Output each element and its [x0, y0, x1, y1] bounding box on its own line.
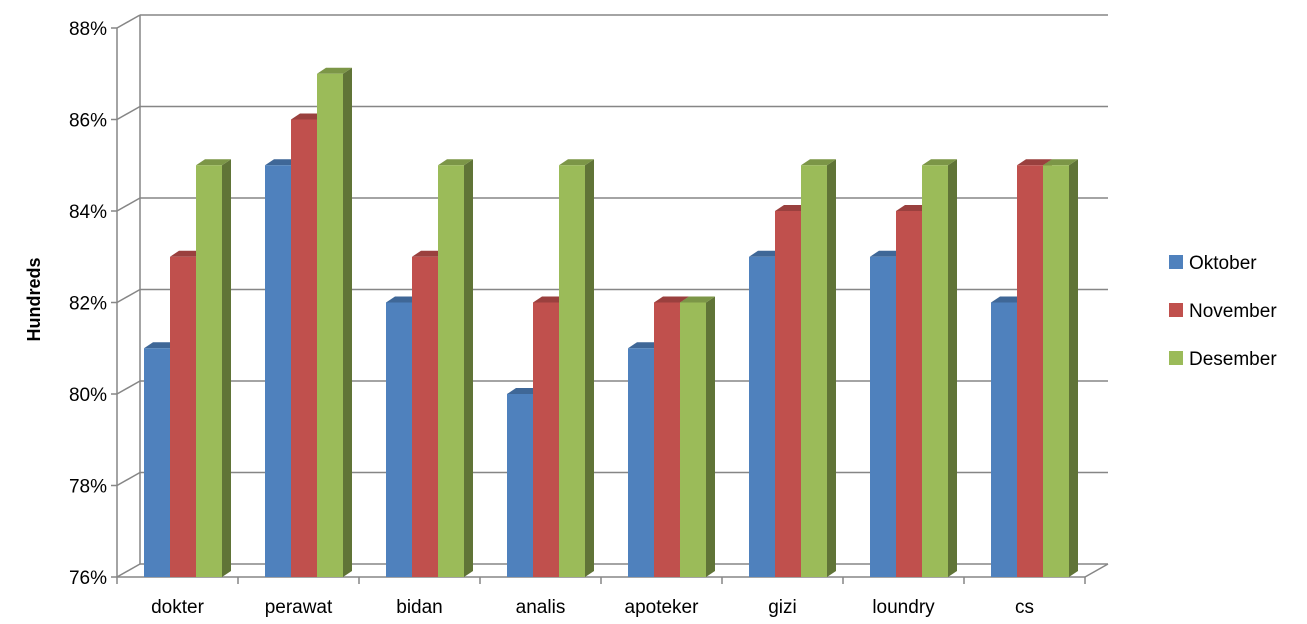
y-tick-label: 84% — [69, 202, 107, 223]
legend-label: Desember — [1189, 349, 1277, 370]
legend-label: Oktober — [1189, 253, 1257, 274]
gridline-side — [116, 288, 141, 304]
gridline-side — [116, 563, 141, 578]
y-tick-label: 82% — [69, 294, 107, 315]
bar-top — [438, 159, 473, 166]
bar-front — [775, 211, 801, 577]
bar-top — [801, 159, 836, 166]
bar-front — [438, 165, 464, 577]
x-tick-label: apoteker — [625, 597, 700, 618]
bar-front — [991, 302, 1017, 577]
y-tick-label: 80% — [69, 385, 107, 406]
bar-side — [585, 159, 594, 577]
bar-front — [291, 119, 317, 577]
gridline-side — [116, 105, 141, 121]
y-tick-labels: 76% 78% 80% 82% 84% 86% 88% — [69, 19, 107, 589]
bar-desember-apoteker — [680, 296, 715, 577]
x-tick-label: bidan — [396, 597, 443, 618]
bar-desember-cs — [1043, 159, 1078, 577]
bar-side — [948, 159, 957, 577]
bar-top — [1043, 159, 1078, 166]
bar-desember-gizi — [801, 159, 836, 577]
bar-top — [922, 159, 957, 166]
bar-front — [680, 302, 706, 577]
bar-front — [628, 348, 654, 577]
y-axis-label: Hundreds — [24, 257, 44, 341]
bar-side — [827, 159, 836, 577]
floor-edge — [1084, 563, 1109, 578]
x-tick-label: cs — [1015, 597, 1034, 618]
bar-side — [1069, 159, 1078, 577]
bar-top — [196, 159, 231, 166]
bar-front — [533, 302, 559, 577]
legend-swatch — [1169, 303, 1183, 317]
x-tick-labels: dokter perawat bidan analis apoteker gizi loun… — [151, 597, 1034, 618]
bar-side — [222, 159, 231, 577]
gridline-side — [116, 14, 141, 29]
x-tick-label: analis — [516, 597, 566, 618]
bar-front — [412, 256, 438, 577]
y-tick-label: 78% — [69, 477, 107, 498]
bar-front — [386, 302, 412, 577]
bar-front — [922, 165, 948, 577]
bar-front — [170, 256, 196, 577]
x-tick-label: perawat — [265, 597, 333, 618]
bar-top — [1017, 159, 1052, 166]
y-tick-label: 88% — [69, 19, 107, 40]
bar-desember-analis — [559, 159, 594, 577]
x-tick-label: dokter — [151, 597, 204, 618]
x-tick-label: loundry — [872, 597, 935, 618]
bar-top — [317, 67, 352, 74]
bar-front — [749, 256, 775, 577]
bar-front — [1017, 165, 1043, 577]
x-tick-label: gizi — [768, 597, 797, 618]
bar-front — [1043, 165, 1069, 577]
bar-side — [343, 67, 352, 577]
bar-front — [507, 394, 533, 577]
gridline-side — [116, 380, 141, 395]
bar-desember-perawat — [317, 67, 352, 577]
bar-front — [265, 165, 291, 577]
bars — [144, 67, 1078, 577]
legend-item-november: November — [1169, 301, 1277, 322]
bar-front — [559, 165, 585, 577]
bar-top — [680, 296, 715, 303]
bar-top — [559, 159, 594, 166]
bar-desember-loundry — [922, 159, 957, 577]
bar-side — [464, 159, 473, 577]
gridline-side — [116, 471, 141, 487]
legend-item-desember: Desember — [1169, 349, 1277, 370]
bar-front — [317, 73, 343, 577]
legend-item-oktober: Oktober — [1169, 253, 1257, 274]
gridline-side — [116, 197, 141, 212]
bar-desember-dokter — [196, 159, 231, 577]
legend-swatch — [1169, 255, 1183, 269]
y-tick-label: 86% — [69, 111, 107, 132]
bar-front — [870, 256, 896, 577]
bar-front — [801, 165, 827, 577]
bar-front — [196, 165, 222, 577]
bar-front — [144, 348, 170, 577]
legend: Oktober November Desember — [1169, 253, 1277, 370]
legend-label: November — [1189, 301, 1277, 322]
legend-swatch — [1169, 351, 1183, 365]
bar-desember-bidan — [438, 159, 473, 577]
bar-front — [896, 211, 922, 577]
bar-side — [706, 296, 715, 577]
y-tick-label: 76% — [69, 568, 107, 589]
bar-top — [654, 296, 689, 303]
bar-front — [654, 302, 680, 577]
